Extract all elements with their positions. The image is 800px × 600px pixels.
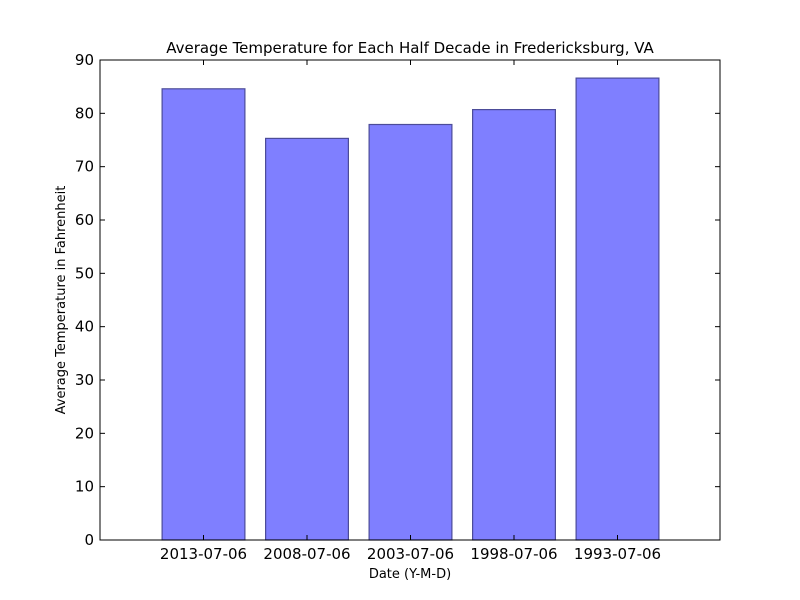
y-tick-label: 80 [75,104,94,122]
y-tick-label: 50 [75,264,94,282]
x-tick-label: 1998-07-06 [470,545,557,563]
bar-1993-07-06 [575,77,660,541]
y-axis-ticks: 0 10 20 30 40 50 60 70 80 90 [75,51,720,549]
x-tick-label: 2008-07-06 [263,545,350,563]
y-tick-label: 70 [75,158,94,176]
bar-2013-07-06 [161,88,246,541]
x-tick-label: 2003-07-06 [367,545,454,563]
bars-group [161,77,660,541]
y-axis-label: Average Temperature in Fahrenheit [54,186,69,415]
bar-2003-07-06 [368,123,453,541]
y-tick-label: 40 [75,318,94,336]
y-tick-label: 0 [84,531,94,549]
bar-2008-07-06 [265,137,350,541]
x-tick-label: 1993-07-06 [574,545,661,563]
y-tick-label: 90 [75,51,94,69]
y-tick-label: 60 [75,211,94,229]
bar-1998-07-06 [472,108,557,541]
x-tick-label: 2013-07-06 [160,545,247,563]
y-tick-label: 20 [75,424,94,442]
x-axis-ticks: 2013-07-06 2008-07-06 2003-07-06 1998-07-06… [160,60,661,563]
y-tick-label: 30 [75,371,94,389]
x-axis-label: Date (Y-M-D) [369,567,451,582]
plot-area-frame [99,59,721,541]
y-tick-label: 10 [75,478,94,496]
chart-title: Average Temperature for Each Half Decade… [166,39,654,57]
